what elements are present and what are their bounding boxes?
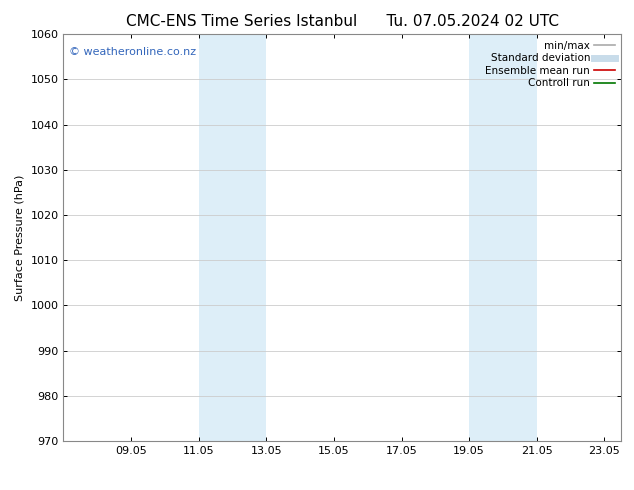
Title: CMC-ENS Time Series Istanbul      Tu. 07.05.2024 02 UTC: CMC-ENS Time Series Istanbul Tu. 07.05.2…: [126, 14, 559, 29]
Bar: [469, 34, 537, 441]
Legend: min/max, Standard deviation, Ensemble mean run, Controll run: min/max, Standard deviation, Ensemble me…: [482, 37, 618, 92]
Text: © weatheronline.co.nz: © weatheronline.co.nz: [69, 47, 196, 56]
Bar: [198, 34, 266, 441]
Y-axis label: Surface Pressure (hPa): Surface Pressure (hPa): [15, 174, 25, 301]
